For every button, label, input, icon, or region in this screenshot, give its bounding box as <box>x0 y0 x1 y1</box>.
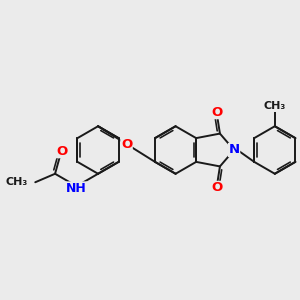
Text: CH₃: CH₃ <box>5 177 27 187</box>
Text: O: O <box>56 145 68 158</box>
Text: NH: NH <box>66 182 87 195</box>
Text: O: O <box>211 106 222 118</box>
Text: O: O <box>211 182 222 194</box>
Text: CH₃: CH₃ <box>264 101 286 111</box>
Text: N: N <box>229 143 240 157</box>
Text: O: O <box>121 138 132 151</box>
